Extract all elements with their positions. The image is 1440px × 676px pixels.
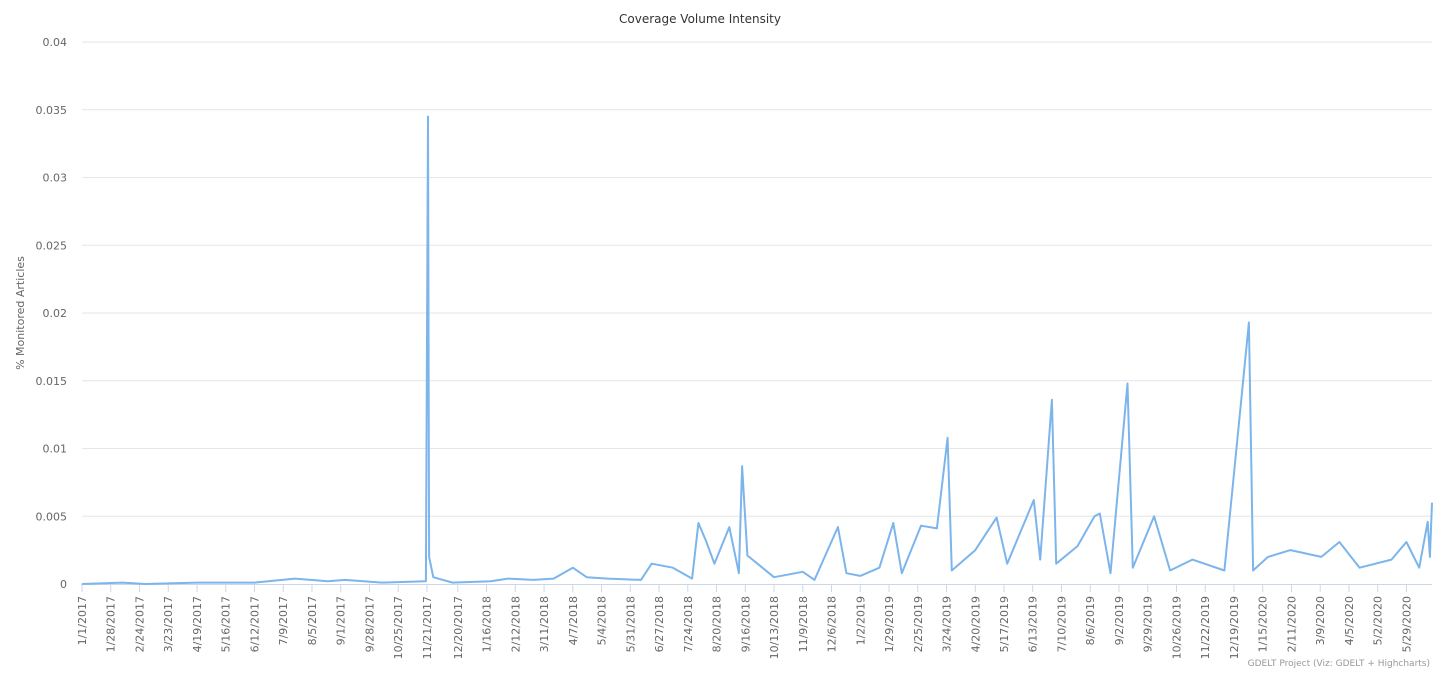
chart-credit[interactable]: GDELT Project (Viz: GDELT + Highcharts) (1248, 659, 1430, 669)
x-tick-label: 4/5/2020 (1343, 596, 1356, 645)
x-tick-label: 7/9/2017 (277, 596, 290, 645)
y-tick-label: 0.03 (43, 172, 68, 185)
x-tick-label: 9/2/2019 (1113, 596, 1126, 645)
x-tick-label: 2/12/2018 (509, 596, 522, 652)
series-line[interactable] (81, 115, 1433, 585)
grid-lines (82, 41, 1432, 517)
y-tick-label: 0.015 (36, 375, 68, 388)
x-tick-label: 3/11/2018 (538, 596, 551, 652)
x-tick-label: 12/20/2017 (452, 596, 465, 659)
y-tick-label: 0.01 (43, 443, 68, 456)
x-tick-label: 3/24/2019 (941, 596, 954, 652)
series-group (81, 115, 1433, 585)
y-tick-label: 0.02 (43, 307, 68, 320)
x-tick-label: 3/23/2017 (162, 596, 175, 652)
x-tick-label: 11/9/2018 (797, 596, 810, 652)
x-tick-label: 11/21/2017 (421, 596, 434, 659)
y-tick-label: 0 (60, 578, 67, 591)
x-tick-label: 6/13/2019 (1027, 596, 1040, 652)
x-tick-label: 1/15/2020 (1257, 596, 1270, 652)
x-tick-label: 4/20/2019 (969, 596, 982, 652)
x-tick-label: 2/25/2019 (912, 596, 925, 652)
x-tick-label: 4/7/2018 (567, 596, 580, 645)
x-axis-ticks: 1/1/2017 1/28/2017 2/24/2017 3/23/2017 4/19/… (76, 584, 1413, 659)
x-tick-label: 9/1/2017 (335, 596, 348, 645)
x-tick-label: 10/13/2018 (768, 596, 781, 659)
y-tick-label: 0.025 (36, 239, 68, 252)
chart-title: Coverage Volume Intensity (619, 12, 781, 26)
x-tick-label: 5/31/2018 (624, 596, 637, 652)
x-tick-label: 1/1/2017 (76, 596, 89, 645)
x-tick-label: 4/19/2017 (191, 596, 204, 652)
x-tick-label: 6/12/2017 (248, 596, 261, 652)
x-tick-label: 12/6/2018 (826, 596, 839, 652)
x-tick-label: 5/2/2020 (1372, 596, 1385, 645)
x-tick-label: 7/24/2018 (682, 596, 695, 652)
x-tick-label: 1/2/2019 (854, 596, 867, 645)
x-tick-label: 3/9/2020 (1314, 596, 1327, 645)
x-tick-label: 1/29/2019 (883, 596, 896, 652)
x-tick-label: 8/20/2018 (711, 596, 724, 652)
x-tick-label: 1/16/2018 (481, 596, 494, 652)
x-tick-label: 1/28/2017 (105, 596, 118, 652)
x-tick-label: 8/6/2019 (1084, 596, 1097, 645)
x-tick-label: 11/22/2019 (1199, 596, 1212, 659)
x-tick-label: 7/10/2019 (1055, 596, 1068, 652)
x-tick-label: 5/16/2017 (220, 596, 233, 652)
x-tick-label: 9/29/2019 (1142, 596, 1155, 652)
x-tick-label: 9/28/2017 (363, 596, 376, 652)
x-tick-label: 10/26/2019 (1170, 596, 1183, 659)
x-tick-label: 10/25/2017 (392, 596, 405, 659)
x-tick-label: 12/19/2019 (1228, 596, 1241, 659)
x-tick-label: 2/11/2020 (1285, 596, 1298, 652)
x-tick-label: 5/4/2018 (596, 596, 609, 645)
y-tick-label: 0.035 (36, 104, 68, 117)
y-tick-label: 0.04 (43, 36, 68, 49)
y-tick-label: 0.005 (36, 510, 68, 523)
x-tick-label: 2/24/2017 (133, 596, 146, 652)
y-axis-label: % Monitored Articles (14, 256, 27, 370)
x-tick-label: 6/27/2018 (653, 596, 666, 652)
y-axis-ticks: 0 0.005 0.01 0.015 0.02 0.025 0.03 0.035 0.04 (36, 36, 68, 591)
x-tick-label: 9/16/2018 (739, 596, 752, 652)
x-tick-label: 5/29/2020 (1400, 596, 1413, 652)
x-tick-label: 8/5/2017 (306, 596, 319, 645)
x-tick-label: 5/17/2019 (998, 596, 1011, 652)
